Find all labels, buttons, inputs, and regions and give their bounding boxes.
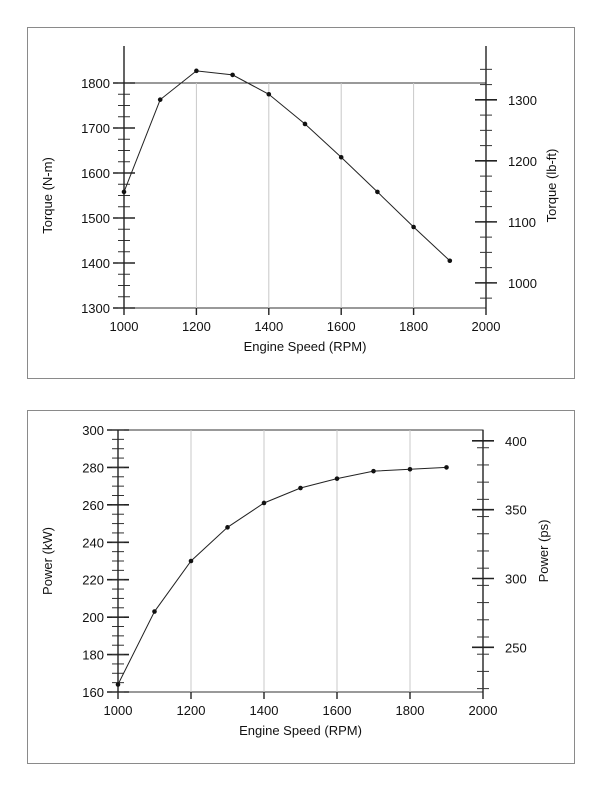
- y-tick-label: 1400: [81, 256, 110, 271]
- x-tick-label: 1000: [104, 703, 133, 718]
- x-axis-label: Engine Speed (RPM): [239, 723, 362, 738]
- x-tick-label: 1000: [110, 319, 139, 334]
- x-tick-label: 1600: [323, 703, 352, 718]
- data-point: [375, 189, 380, 195]
- series-line: [117, 466, 447, 685]
- data-point: [121, 189, 127, 195]
- data-point: [338, 154, 344, 160]
- y-tick-label: 1500: [81, 211, 110, 226]
- data-point: [230, 72, 235, 78]
- power-chart: 1000 1200 1400 1600 1800 2000 160 180 200 220 240 2…: [40, 423, 551, 738]
- data-point: [115, 682, 121, 687]
- y-tick-label: 1800: [81, 76, 110, 91]
- x-tick-label: 2000: [469, 703, 498, 718]
- data-point: [334, 476, 340, 481]
- y-tick-label: 260: [82, 498, 104, 513]
- y-tick-label: 1600: [81, 166, 110, 181]
- y-tick-label: 1700: [81, 121, 110, 136]
- y-axis-label: Power (kW): [40, 527, 55, 595]
- y-tick-label: 200: [82, 610, 104, 625]
- torque-chart: 1000 1200 1400 1600 1800 2000 1300 1400 1500 1600…: [40, 46, 559, 354]
- data-point: [152, 609, 157, 614]
- data-point: [261, 500, 267, 506]
- y-tick-label: 240: [82, 535, 104, 550]
- data-point: [407, 467, 413, 472]
- data-point: [371, 468, 376, 474]
- y2-tick-label: 1200: [508, 154, 537, 169]
- data-point: [225, 525, 230, 530]
- y-tick-label: 180: [82, 648, 104, 663]
- power-chart-panel: 1000 1200 1400 1600 1800 2000 160 180 200 220 240 2…: [27, 410, 575, 764]
- y-axis-label: Torque (N-m): [40, 157, 55, 234]
- y-tick-label: 160: [82, 685, 104, 700]
- y2-tick-label: 1100: [508, 215, 536, 230]
- y2-tick-label: 350: [505, 503, 527, 518]
- x-tick-label: 1200: [177, 703, 206, 718]
- x-axis-label: Engine Speed (RPM): [244, 339, 367, 354]
- plot-area: [117, 429, 484, 693]
- data-point: [298, 485, 303, 491]
- data-point: [188, 558, 194, 564]
- data-point: [266, 91, 272, 97]
- y2-tick-label: 1300: [508, 93, 537, 108]
- y2-tick-label: 1000: [508, 276, 537, 291]
- data-point: [302, 121, 308, 127]
- data-point: [447, 258, 453, 264]
- x-tick-label: 1200: [182, 319, 211, 334]
- y2-tick-label: 400: [505, 434, 527, 449]
- x-tick-label: 1400: [254, 319, 283, 334]
- y2-tick-label: 300: [505, 571, 527, 586]
- data-point: [194, 68, 199, 74]
- data-point: [444, 465, 449, 470]
- y-tick-label: 300: [82, 423, 104, 438]
- x-tick-label: 1800: [399, 319, 428, 334]
- data-point: [411, 224, 416, 230]
- x-tick-label: 1800: [396, 703, 425, 718]
- x-tick-label: 1600: [327, 319, 356, 334]
- plot-area: [123, 82, 487, 309]
- y2-axis-label: Power (ps): [536, 520, 551, 583]
- y2-tick-label: 250: [505, 640, 527, 655]
- x-tick-label: 2000: [472, 319, 501, 334]
- data-point: [157, 97, 163, 102]
- x-tick-label: 1400: [250, 703, 279, 718]
- series-line: [123, 70, 451, 262]
- y-tick-label: 280: [82, 460, 104, 475]
- y-tick-label: 1300: [81, 301, 110, 316]
- torque-chart-panel: 1000 1200 1400 1600 1800 2000 1300 1400 1500 1600…: [27, 27, 575, 379]
- y2-axis-label: Torque (lb-ft): [544, 149, 559, 223]
- y-tick-label: 220: [82, 573, 104, 588]
